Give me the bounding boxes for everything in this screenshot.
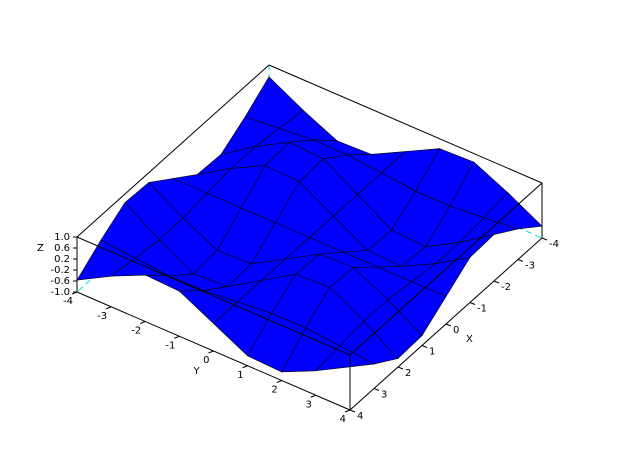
y-tick (276, 380, 282, 383)
y-tick (105, 306, 112, 310)
z-tick-label: -0.6 (50, 276, 70, 287)
x-tick-label: -4 (549, 239, 559, 250)
x-axis-label: X (466, 334, 473, 345)
x-tick-label: -2 (501, 282, 511, 293)
y-tick-label: -3 (97, 311, 107, 322)
z-tick-label: 0.2 (54, 254, 70, 265)
x-tick-label: 1 (429, 347, 435, 358)
x-tick-label: 2 (405, 368, 411, 379)
y-tick-label: 0 (203, 355, 209, 366)
y-tick-label: 2 (271, 385, 277, 396)
y-tick (310, 394, 317, 398)
y-tick-label: -2 (131, 326, 141, 337)
y-tick (174, 335, 180, 339)
y-tick (344, 409, 351, 413)
z-tick-label: -1.0 (50, 287, 70, 298)
y-tick (208, 350, 214, 354)
y-tick-label: 3 (306, 399, 312, 410)
y-tick (140, 321, 146, 324)
y-tick-label: 4 (340, 414, 346, 425)
x-tick-label: -3 (525, 261, 535, 272)
x-tick (373, 388, 380, 391)
z-axis-label: Z (37, 243, 44, 254)
box-edge (76, 236, 351, 356)
x-tick-label: -1 (477, 304, 487, 315)
x-tick (397, 366, 404, 370)
x-tick (493, 280, 500, 284)
box-edge (349, 182, 543, 356)
x-tick-label: 0 (453, 325, 459, 336)
box-edge (76, 64, 270, 238)
y-axis-label: Y (193, 366, 201, 377)
x-tick (349, 409, 356, 413)
x-tick (421, 345, 428, 348)
box-edge (268, 64, 543, 184)
z-tick-label: -0.2 (50, 265, 70, 276)
z-tick-label: 1.0 (54, 232, 70, 243)
z-tick-label: 0.6 (54, 243, 70, 254)
x-tick-label: 3 (381, 390, 387, 401)
x-tick-label: 4 (357, 411, 363, 422)
x-tick (517, 259, 524, 262)
x-tick (469, 302, 476, 305)
y-tick-label: 1 (237, 370, 243, 381)
x-tick (541, 237, 548, 241)
y-tick-label: -4 (63, 296, 73, 307)
x-tick (445, 323, 452, 327)
y-tick (242, 365, 248, 369)
y-tick-label: -1 (165, 340, 175, 351)
